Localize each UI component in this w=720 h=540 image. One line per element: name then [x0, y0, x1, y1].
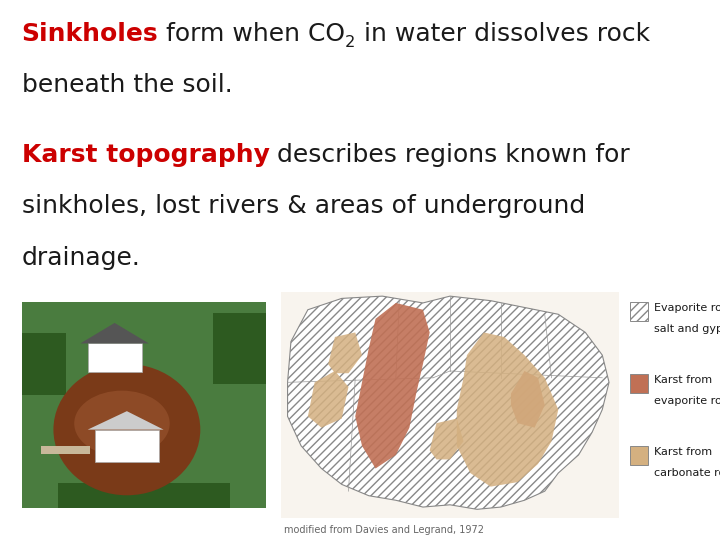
Text: salt and gypsum: salt and gypsum [654, 324, 720, 334]
Polygon shape [355, 303, 430, 469]
Text: Karst from: Karst from [654, 447, 712, 457]
Bar [22, 302, 266, 508]
Bar [88, 343, 142, 372]
Polygon shape [287, 296, 609, 509]
Polygon shape [430, 418, 464, 460]
Bar [95, 430, 158, 462]
Bar [58, 483, 230, 508]
Polygon shape [308, 371, 348, 428]
Bar [281, 292, 619, 518]
Text: Karst topography: Karst topography [22, 143, 269, 167]
Polygon shape [511, 371, 545, 428]
Text: describes regions known for: describes regions known for [269, 143, 630, 167]
Ellipse shape [74, 390, 170, 456]
Text: carbonate rock: carbonate rock [654, 468, 720, 478]
Bar [212, 313, 266, 384]
Text: Evaporite rocks—: Evaporite rocks— [654, 303, 720, 314]
Polygon shape [81, 323, 149, 343]
Text: form when CO: form when CO [158, 22, 345, 45]
Bar [630, 302, 648, 321]
Text: 2: 2 [345, 35, 356, 50]
Text: in water dissolves rock: in water dissolves rock [356, 22, 649, 45]
Text: drainage.: drainage. [22, 246, 140, 269]
Bar [630, 446, 648, 465]
Bar [41, 446, 90, 454]
Bar [22, 333, 66, 395]
Text: sinkholes, lost rivers & areas of underground: sinkholes, lost rivers & areas of underg… [22, 194, 585, 218]
Text: Sinkholes: Sinkholes [22, 22, 158, 45]
Polygon shape [328, 333, 362, 373]
Polygon shape [88, 411, 163, 430]
Text: Karst from: Karst from [654, 375, 712, 386]
Ellipse shape [53, 364, 200, 495]
Text: beneath the soil.: beneath the soil. [22, 73, 233, 97]
Text: evaporite rock: evaporite rock [654, 396, 720, 406]
Bar [630, 374, 648, 393]
Text: modified from Davies and Legrand, 1972: modified from Davies and Legrand, 1972 [284, 525, 485, 535]
Polygon shape [456, 333, 558, 487]
